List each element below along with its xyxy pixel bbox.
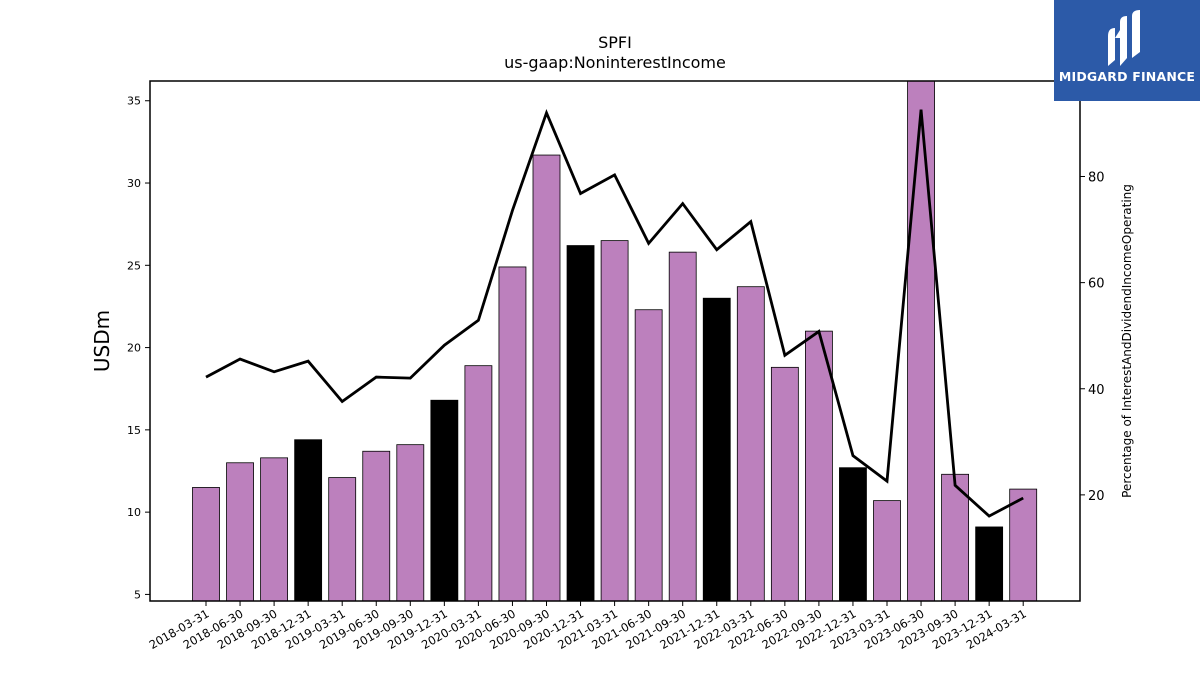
bar (192, 487, 220, 602)
y2-tick-label: 80 (1088, 171, 1105, 186)
y2-tick-label: 40 (1088, 383, 1105, 398)
series-line (205, 108, 1024, 518)
bar (226, 462, 254, 602)
left-axis: 5 10 15 20 25 30 35 (127, 95, 150, 601)
y2-tick-label: 60 (1088, 277, 1105, 292)
y-tick-label: 5 (134, 588, 141, 601)
bar (873, 500, 901, 602)
bar (634, 309, 663, 602)
right-axis: 20 40 60 80 (1080, 171, 1105, 504)
y2-tick-label: 20 (1088, 489, 1105, 504)
bar (975, 526, 1004, 602)
chart-title: SPFI (598, 33, 632, 52)
bar (839, 467, 867, 602)
x-axis: 2018-03-312018-06-302018-09-302018-12-31… (147, 601, 1029, 652)
bar (294, 439, 323, 602)
bar (702, 297, 731, 602)
y-tick-label: 25 (127, 259, 141, 272)
bar (668, 251, 697, 602)
y-tick-label: 35 (127, 95, 141, 108)
bar (532, 154, 561, 602)
bar (941, 473, 969, 602)
bar (362, 450, 391, 602)
bar (805, 330, 833, 602)
y2-axis-label: Percentage of InterestAndDividendIncomeO… (1120, 184, 1134, 498)
bar (498, 266, 527, 602)
bar (396, 444, 425, 602)
bar (430, 399, 459, 602)
bar (770, 366, 799, 602)
bar (736, 286, 765, 602)
chart-subtitle: us-gaap:NoninterestIncome (504, 53, 726, 72)
y-tick-label: 20 (127, 342, 141, 355)
bar (1009, 488, 1038, 602)
logo-text: MIDGARD FINANCE (1058, 69, 1196, 84)
y-tick-label: 15 (127, 424, 141, 437)
bar (600, 240, 629, 602)
y-tick-label: 10 (127, 506, 141, 519)
bar (566, 245, 595, 602)
y-tick-label: 30 (127, 177, 141, 190)
brand-logo: MIDGARD FINANCE (1054, 0, 1200, 101)
bar (328, 477, 357, 602)
bars-group (192, 80, 1038, 602)
y-axis-label: USDm (90, 310, 114, 372)
midgard-logo-icon (1108, 10, 1140, 66)
bar (260, 457, 289, 602)
bar (464, 365, 493, 602)
line-group (205, 108, 1024, 518)
bar (907, 80, 935, 602)
